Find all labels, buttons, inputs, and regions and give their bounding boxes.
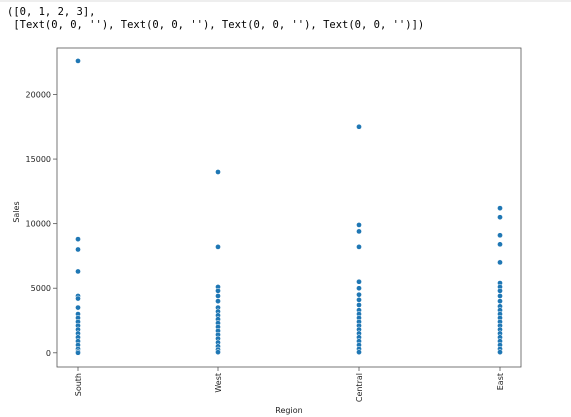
scatter-point (356, 222, 362, 228)
y-tick-label: 15000 (26, 155, 51, 164)
x-tick-label: South (74, 373, 83, 396)
y-tick-label: 0 (46, 349, 51, 358)
cell-separator (0, 0, 571, 2)
scatter-point (356, 228, 362, 235)
scatter-point (75, 349, 81, 356)
scatter-point (356, 285, 362, 292)
scatter-point (75, 246, 81, 253)
scatter-point (75, 304, 81, 311)
y-axis-label: Sales (12, 201, 21, 222)
output-line-2: [Text(0, 0, ''), Text(0, 0, ''), Text(0,… (7, 19, 425, 31)
scatter-point (356, 291, 362, 298)
scatter-point (215, 293, 221, 299)
scatter-point (75, 236, 81, 242)
output-line-1: ([0, 1, 2, 3], (7, 6, 96, 18)
scatter-point (215, 298, 221, 304)
y-tick-label: 20000 (26, 90, 51, 99)
scatter-point (356, 244, 362, 250)
cell-output-text: ([0, 1, 2, 3], [Text(0, 0, ''), Text(0, … (7, 6, 424, 32)
x-tick-label: West (214, 373, 223, 393)
data-points (75, 58, 503, 356)
scatter-point (215, 244, 221, 250)
plot-area (56, 47, 522, 368)
scatter-point (356, 296, 362, 303)
x-axis-label: Region (275, 406, 302, 415)
scatter-point (497, 298, 503, 304)
scatter-point (497, 241, 503, 248)
scatter-point (356, 278, 362, 285)
scatter-point (497, 259, 503, 266)
scatter-point (215, 349, 221, 355)
y-tick-label: 10000 (26, 220, 51, 229)
scatter-point (497, 205, 503, 211)
scatter-point (497, 349, 503, 355)
scatter-point (75, 295, 81, 302)
y-axis: 0 5000 10000 15000 20000 (26, 90, 57, 358)
scatter-point (497, 232, 503, 239)
scatter-point (215, 287, 221, 294)
scatter-point (497, 293, 503, 299)
x-tick-label: East (496, 373, 505, 390)
scatter-point (75, 58, 81, 64)
scatter-point (497, 287, 503, 294)
y-tick-label: 5000 (31, 284, 51, 293)
scatter-point (356, 123, 362, 130)
x-tick-label: Central (355, 373, 364, 402)
scatter-point (356, 349, 362, 355)
scatter-point (356, 302, 362, 308)
scatter-point (215, 169, 221, 175)
scatter-point (497, 214, 503, 221)
x-axis: South West Central East (74, 367, 505, 402)
scatter-point (75, 268, 81, 275)
